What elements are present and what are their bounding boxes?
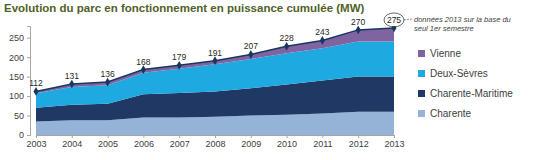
y-tick-mark — [27, 38, 30, 39]
x-tick-label: 2011 — [313, 139, 332, 149]
x-tick-label: 2009 — [241, 139, 261, 149]
data-label: 275 — [387, 15, 401, 25]
legend-swatch — [418, 70, 425, 77]
x-tick: 2011 — [313, 135, 332, 149]
y-tick-mark — [27, 57, 30, 58]
x-tick-label: 2003 — [26, 139, 46, 149]
x-tick-label: 2005 — [98, 139, 118, 149]
y-axis: 0 50 100 150 200 250 — [9, 27, 31, 141]
x-tick-label: 2010 — [277, 139, 297, 149]
y-tick-label: 0 — [19, 130, 24, 140]
legend-label: Charente — [430, 108, 472, 119]
legend-swatch — [418, 90, 425, 97]
x-tick-mark — [215, 135, 216, 138]
y-tick-label: 250 — [9, 33, 24, 43]
x-tick-label: 2013 — [384, 139, 404, 149]
chart: Evolution du parc en fonctionnement en p… — [0, 0, 540, 160]
area — [36, 42, 394, 108]
x-tick: 2004 — [62, 135, 82, 149]
annotation-connector — [404, 19, 412, 21]
data-label: 179 — [172, 52, 186, 62]
data-label: 243 — [315, 27, 329, 37]
data-label: 131 — [65, 71, 79, 81]
y-tick: 150 — [9, 72, 30, 82]
x-tick: 2007 — [170, 135, 190, 149]
data-label: 191 — [208, 48, 222, 58]
x-tick: 2003 — [26, 135, 46, 149]
area — [36, 28, 394, 93]
y-tick-mark — [27, 116, 30, 117]
data-label: 270 — [351, 17, 365, 27]
x-axis-line — [37, 136, 395, 139]
y-tick-mark — [27, 96, 30, 97]
y-tick: 50 — [14, 111, 30, 121]
legend-swatch — [418, 50, 425, 57]
legend-swatch — [418, 110, 425, 117]
x-tick-mark — [322, 135, 323, 138]
data-label: 228 — [280, 33, 294, 43]
legend-label: Charente-Maritime — [430, 88, 513, 99]
x-tick-label: 2008 — [205, 139, 225, 149]
x-tick-mark — [108, 135, 109, 138]
highlight-ring — [384, 13, 404, 27]
x-tick: 2010 — [277, 135, 297, 149]
x-tick-label: 2012 — [349, 139, 369, 149]
x-tick-mark — [251, 135, 252, 138]
x-tick-label: 2004 — [62, 139, 82, 149]
data-label: 136 — [101, 69, 115, 79]
plot: 0501001502002502003200420052006200720082… — [9, 13, 405, 149]
x-tick: 2009 — [241, 135, 261, 149]
y-tick-label: 200 — [9, 53, 24, 63]
x-tick-mark — [143, 135, 144, 138]
x-tick: 2013 — [384, 135, 404, 149]
y-tick: 100 — [9, 91, 30, 101]
annotation: données 2013 sur la base du seul 1er sem… — [414, 15, 513, 33]
x-tick-mark — [36, 135, 37, 138]
x-tick: 2008 — [205, 135, 225, 149]
data-label: 207 — [244, 41, 258, 51]
y-tick-label: 100 — [9, 91, 24, 101]
x-axis: 2003 2004 2005 2006 2007 2008 2009 2010 2011 2012… — [26, 135, 404, 149]
x-tick-mark — [394, 135, 395, 138]
y-tick-mark — [27, 135, 30, 136]
total-marker — [356, 26, 361, 34]
data-label: 168 — [136, 57, 150, 67]
legend: Vienne Deux-Sèvres Charente-Maritime Charen… — [418, 48, 513, 119]
x-tick-label: 2006 — [134, 139, 154, 149]
title: Evolution du parc en fonctionnement en p… — [4, 2, 365, 14]
x-tick-mark — [179, 135, 180, 138]
total-line — [36, 28, 394, 91]
x-tick: 2012 — [349, 135, 369, 149]
y-tick: 250 — [9, 33, 30, 43]
x-tick-mark — [72, 135, 73, 138]
x-tick: 2006 — [134, 135, 154, 149]
y-tick: 200 — [9, 53, 30, 63]
x-tick-mark — [358, 135, 359, 138]
x-tick: 2005 — [98, 135, 118, 149]
x-tick-label: 2007 — [170, 139, 190, 149]
x-tick-mark — [287, 135, 288, 138]
y-tick-label: 150 — [9, 72, 24, 82]
data-label: 112 — [29, 78, 43, 88]
marks — [33, 26, 396, 135]
y-tick-label: 50 — [14, 111, 24, 121]
legend-label: Vienne — [430, 48, 461, 59]
legend-label: Deux-Sèvres — [430, 68, 488, 79]
